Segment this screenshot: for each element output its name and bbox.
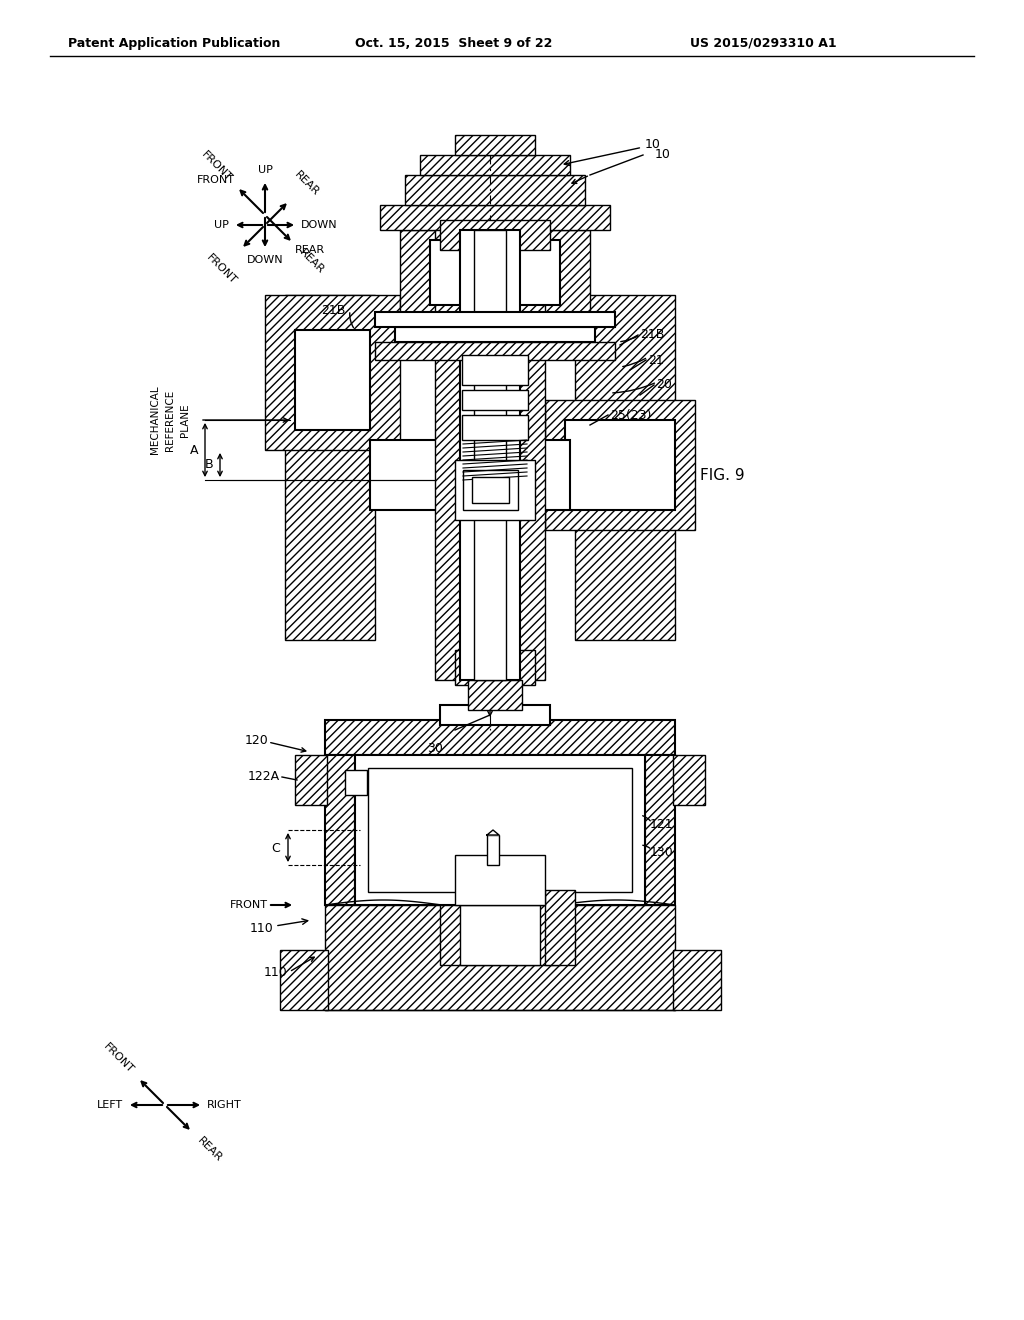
- Bar: [380, 205, 610, 230]
- Bar: [455, 649, 535, 685]
- Bar: [420, 154, 570, 176]
- Bar: [575, 294, 675, 640]
- Bar: [487, 836, 499, 865]
- Text: 21: 21: [648, 354, 664, 367]
- Bar: [375, 342, 615, 360]
- Text: REAR: REAR: [297, 247, 326, 276]
- Text: 21B: 21B: [640, 329, 665, 342]
- Text: 20: 20: [656, 379, 672, 392]
- Bar: [375, 312, 615, 327]
- Text: 130: 130: [650, 846, 674, 858]
- Bar: [460, 906, 540, 965]
- Bar: [325, 719, 675, 755]
- Text: Oct. 15, 2015  Sheet 9 of 22: Oct. 15, 2015 Sheet 9 of 22: [355, 37, 552, 50]
- Text: FRONT: FRONT: [101, 1041, 135, 1074]
- Bar: [474, 230, 506, 680]
- Bar: [406, 176, 585, 205]
- Bar: [295, 755, 327, 805]
- Bar: [430, 240, 560, 305]
- Text: REFERENCE: REFERENCE: [165, 389, 175, 450]
- Text: 122A: 122A: [248, 771, 280, 784]
- Text: DOWN: DOWN: [247, 255, 284, 265]
- Text: PLANE: PLANE: [180, 403, 190, 437]
- Text: A: A: [189, 444, 198, 457]
- Bar: [462, 414, 528, 440]
- Text: REAR: REAR: [292, 170, 321, 198]
- Text: 110: 110: [263, 965, 287, 978]
- Polygon shape: [487, 830, 499, 836]
- Text: B: B: [205, 458, 213, 471]
- Bar: [673, 755, 705, 805]
- Text: US 2015/0293310 A1: US 2015/0293310 A1: [690, 37, 837, 50]
- Bar: [565, 420, 675, 510]
- Text: Patent Application Publication: Patent Application Publication: [68, 37, 281, 50]
- Text: 21B: 21B: [321, 304, 345, 317]
- Bar: [370, 440, 570, 510]
- Text: 120: 120: [245, 734, 268, 747]
- Text: MECHANICAL: MECHANICAL: [150, 385, 160, 454]
- Bar: [462, 389, 528, 411]
- Text: 25(23): 25(23): [610, 408, 651, 421]
- Text: UP: UP: [214, 220, 229, 230]
- Text: FIG. 9: FIG. 9: [700, 467, 744, 483]
- Bar: [460, 230, 520, 680]
- Bar: [285, 294, 375, 640]
- Bar: [645, 755, 675, 906]
- Bar: [325, 755, 355, 906]
- Bar: [455, 855, 545, 906]
- Bar: [368, 768, 632, 892]
- Bar: [295, 330, 370, 430]
- Bar: [325, 906, 675, 1010]
- Bar: [455, 459, 535, 520]
- Text: REAR: REAR: [195, 1135, 223, 1163]
- Bar: [673, 950, 721, 1010]
- Bar: [355, 755, 645, 906]
- Bar: [395, 327, 595, 342]
- Bar: [472, 477, 509, 503]
- Text: UP: UP: [258, 165, 272, 176]
- Bar: [440, 705, 550, 725]
- Text: 121: 121: [650, 818, 674, 832]
- Bar: [468, 680, 522, 710]
- Bar: [440, 220, 550, 249]
- Bar: [265, 294, 400, 450]
- Bar: [440, 906, 560, 965]
- Text: 10: 10: [655, 149, 671, 161]
- Text: FRONT: FRONT: [204, 252, 238, 286]
- Text: REAR: REAR: [295, 246, 326, 255]
- Bar: [435, 230, 545, 680]
- Text: 10: 10: [564, 139, 660, 165]
- Bar: [280, 950, 328, 1010]
- Text: RIGHT: RIGHT: [207, 1100, 242, 1110]
- Text: LEFT: LEFT: [97, 1100, 123, 1110]
- Text: C: C: [271, 842, 280, 854]
- Text: FRONT: FRONT: [197, 176, 234, 185]
- Bar: [545, 890, 575, 965]
- Bar: [463, 470, 518, 510]
- Text: 30: 30: [427, 742, 443, 755]
- Text: FRONT: FRONT: [230, 900, 268, 909]
- Text: 131: 131: [508, 842, 531, 854]
- Bar: [462, 355, 528, 385]
- Bar: [545, 400, 695, 531]
- Text: DOWN: DOWN: [301, 220, 338, 230]
- Text: FRONT: FRONT: [199, 149, 233, 183]
- Bar: [400, 230, 590, 315]
- Bar: [345, 770, 367, 795]
- Bar: [455, 135, 535, 154]
- Text: 110: 110: [249, 921, 273, 935]
